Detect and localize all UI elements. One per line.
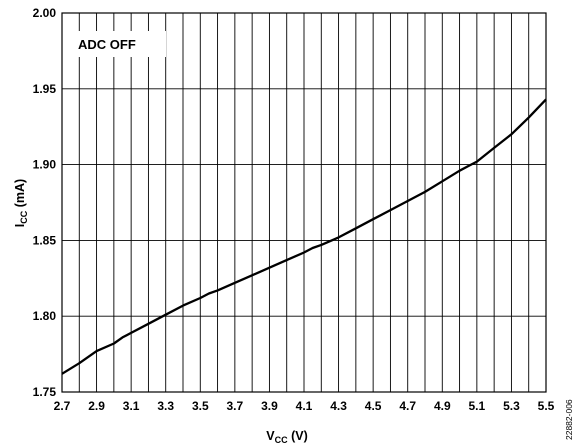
x-tick-label: 3.7 bbox=[227, 399, 244, 413]
y-tick-label: 1.80 bbox=[33, 309, 57, 323]
x-tick-label: 3.3 bbox=[157, 399, 174, 413]
x-tick-label: 5.5 bbox=[538, 399, 555, 413]
series-line bbox=[61, 98, 547, 375]
x-tick-label: 3.5 bbox=[192, 399, 209, 413]
y-tick-label: 1.90 bbox=[33, 158, 57, 172]
x-tick-label: 4.7 bbox=[399, 399, 416, 413]
x-tick-label: 2.9 bbox=[88, 399, 105, 413]
y-tick-label: 1.95 bbox=[33, 82, 57, 96]
y-axis-title-main: I bbox=[13, 224, 27, 227]
x-axis-title: VCC (V) bbox=[266, 429, 307, 445]
x-tick-label: 5.1 bbox=[469, 399, 486, 413]
plot-frame bbox=[61, 12, 547, 393]
x-tick-label: 5.3 bbox=[503, 399, 520, 413]
x-tick-label: 4.1 bbox=[296, 399, 313, 413]
x-axis-title-subscript: CC bbox=[275, 435, 288, 445]
annotation-box bbox=[72, 31, 166, 57]
x-axis-title-main: V bbox=[266, 429, 275, 443]
y-tick-label: 2.00 bbox=[33, 6, 57, 20]
x-tick-label: 3.1 bbox=[123, 399, 140, 413]
y-tick-label: 1.85 bbox=[33, 233, 57, 247]
y-axis-ticks: 1.75 1.80 1.85 1.90 1.95 2.00 bbox=[33, 6, 57, 399]
annotation-label: ADC OFF bbox=[78, 37, 136, 52]
x-axis-ticks: 2.7 2.9 3.1 3.3 3.5 3.7 3.9 4.1 4.3 4.5 4.7 4.9 5.1 5… bbox=[54, 399, 555, 413]
y-tick-label: 1.75 bbox=[33, 385, 57, 399]
y-axis-title-unit: (mA) bbox=[13, 179, 27, 211]
x-tick-label: 4.3 bbox=[330, 399, 347, 413]
x-tick-label: 3.9 bbox=[261, 399, 278, 413]
x-tick-label: 2.7 bbox=[54, 399, 71, 413]
grid bbox=[61, 12, 547, 393]
figure-id: 22882-006 bbox=[564, 399, 574, 440]
x-tick-label: 4.9 bbox=[434, 399, 451, 413]
x-tick-label: 4.5 bbox=[365, 399, 382, 413]
y-axis-title: ICC (mA) bbox=[13, 179, 29, 227]
y-axis-title-subscript: CC bbox=[19, 210, 29, 223]
x-axis-title-unit: (V) bbox=[288, 429, 308, 443]
